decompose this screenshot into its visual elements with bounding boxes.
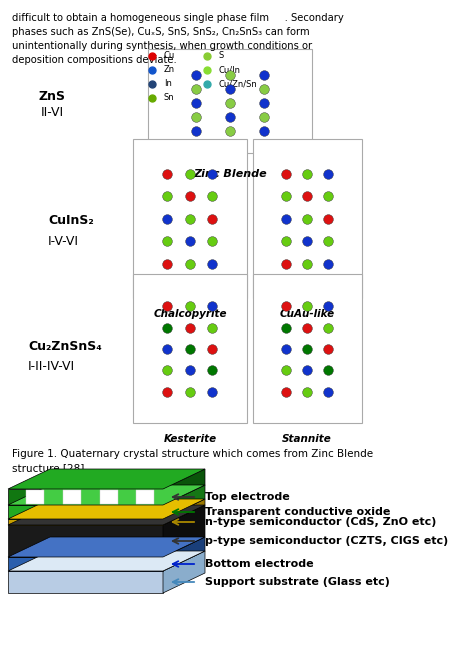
Polygon shape — [8, 525, 163, 557]
Text: difficult to obtain a homogeneous single phase film     . Secondary
phases such : difficult to obtain a homogeneous single… — [12, 13, 344, 65]
Text: Sn: Sn — [164, 94, 174, 102]
Polygon shape — [163, 499, 205, 525]
Text: I-V-VI: I-V-VI — [48, 234, 79, 247]
Polygon shape — [8, 499, 205, 519]
Text: Support substrate (Glass etc): Support substrate (Glass etc) — [205, 577, 390, 587]
Polygon shape — [8, 505, 163, 519]
Text: CuAu-like: CuAu-like — [280, 309, 335, 319]
Polygon shape — [8, 537, 205, 557]
Polygon shape — [63, 490, 81, 504]
Polygon shape — [8, 485, 205, 505]
Text: Transparent conductive oxide: Transparent conductive oxide — [205, 507, 391, 517]
Polygon shape — [136, 490, 154, 504]
Polygon shape — [163, 537, 205, 571]
Text: S: S — [219, 51, 224, 61]
Text: Zn: Zn — [164, 66, 175, 74]
Text: CuInS₂: CuInS₂ — [48, 214, 94, 227]
Polygon shape — [163, 469, 205, 505]
FancyBboxPatch shape — [133, 274, 247, 423]
FancyBboxPatch shape — [133, 139, 247, 298]
Text: Cu/Zn/Sn: Cu/Zn/Sn — [219, 79, 258, 89]
Polygon shape — [100, 490, 118, 504]
Text: Cu₂ZnSnS₄: Cu₂ZnSnS₄ — [28, 340, 102, 352]
FancyBboxPatch shape — [148, 49, 312, 153]
Text: Stannite: Stannite — [282, 434, 332, 444]
Text: I-II-IV-VI: I-II-IV-VI — [28, 359, 75, 372]
Polygon shape — [8, 469, 205, 489]
Polygon shape — [8, 489, 163, 505]
Polygon shape — [8, 557, 163, 571]
Polygon shape — [8, 519, 163, 525]
FancyBboxPatch shape — [253, 274, 362, 423]
Text: Cu: Cu — [164, 51, 175, 61]
Polygon shape — [163, 551, 205, 593]
Text: n-type semiconductor (CdS, ZnO etc): n-type semiconductor (CdS, ZnO etc) — [205, 517, 437, 527]
Polygon shape — [26, 490, 44, 504]
Text: Zinc Blende: Zinc Blende — [193, 169, 267, 179]
Text: Cu/In: Cu/In — [219, 66, 241, 74]
Text: Kesterite: Kesterite — [164, 434, 217, 444]
Polygon shape — [163, 485, 205, 519]
Text: In: In — [164, 79, 172, 89]
Text: Bottom electrode: Bottom electrode — [205, 559, 314, 569]
Polygon shape — [163, 505, 205, 557]
Polygon shape — [8, 505, 205, 525]
Polygon shape — [8, 551, 205, 571]
Text: II-VI: II-VI — [40, 107, 64, 120]
Text: Top electrode: Top electrode — [205, 492, 290, 502]
Text: ZnS: ZnS — [38, 89, 65, 102]
FancyBboxPatch shape — [253, 139, 362, 298]
Text: Chalcopyrite: Chalcopyrite — [153, 309, 227, 319]
Polygon shape — [8, 571, 163, 593]
Text: p-type semiconductor (CZTS, CIGS etc): p-type semiconductor (CZTS, CIGS etc) — [205, 536, 448, 546]
Text: Figure 1. Quaternary crystal structure which comes from Zinc Blende
structure [2: Figure 1. Quaternary crystal structure w… — [12, 449, 373, 473]
